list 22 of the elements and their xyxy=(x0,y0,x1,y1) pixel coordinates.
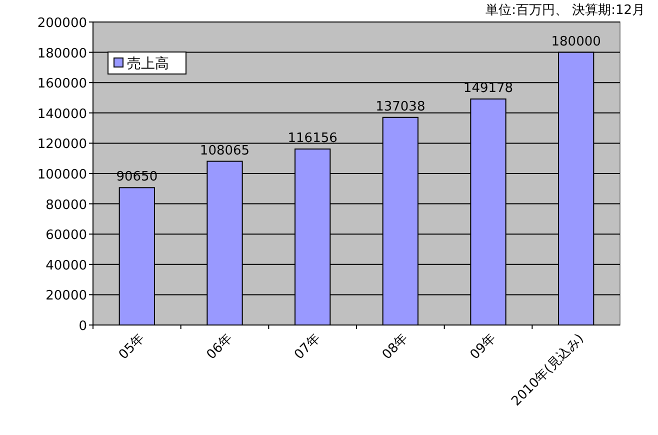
data-label: 108065 xyxy=(200,143,250,158)
y-tick-label: 80000 xyxy=(46,198,87,213)
x-tick-label: 08年 xyxy=(380,331,412,363)
x-tick-label: 09年 xyxy=(468,331,500,363)
x-tick-label: 06年 xyxy=(204,331,236,363)
y-tick-label: 160000 xyxy=(37,76,87,92)
y-tick-label: 180000 xyxy=(37,46,87,62)
data-label: 116156 xyxy=(288,131,338,146)
data-label: 137038 xyxy=(376,99,426,114)
x-tick-label: 07年 xyxy=(292,331,324,363)
y-tick-label: 60000 xyxy=(46,228,87,244)
y-tick-label: 100000 xyxy=(37,168,87,182)
data-label: 180000 xyxy=(551,34,601,50)
legend-label: 売上高 xyxy=(127,56,169,72)
x-tick-label: 05年 xyxy=(116,331,148,363)
y-tick-label: 0 xyxy=(78,319,87,334)
y-tick-label: 140000 xyxy=(37,106,87,122)
text: 単位:百万円、 決算期:12月 xyxy=(486,3,645,18)
y-tick-label: 200000 xyxy=(37,16,87,31)
y-tick-label: 120000 xyxy=(37,137,87,152)
y-tick-label: 20000 xyxy=(46,288,87,304)
y-tick-label: 40000 xyxy=(46,258,87,274)
